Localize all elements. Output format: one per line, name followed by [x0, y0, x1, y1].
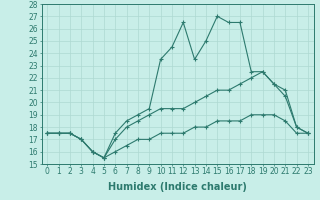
X-axis label: Humidex (Indice chaleur): Humidex (Indice chaleur): [108, 182, 247, 192]
